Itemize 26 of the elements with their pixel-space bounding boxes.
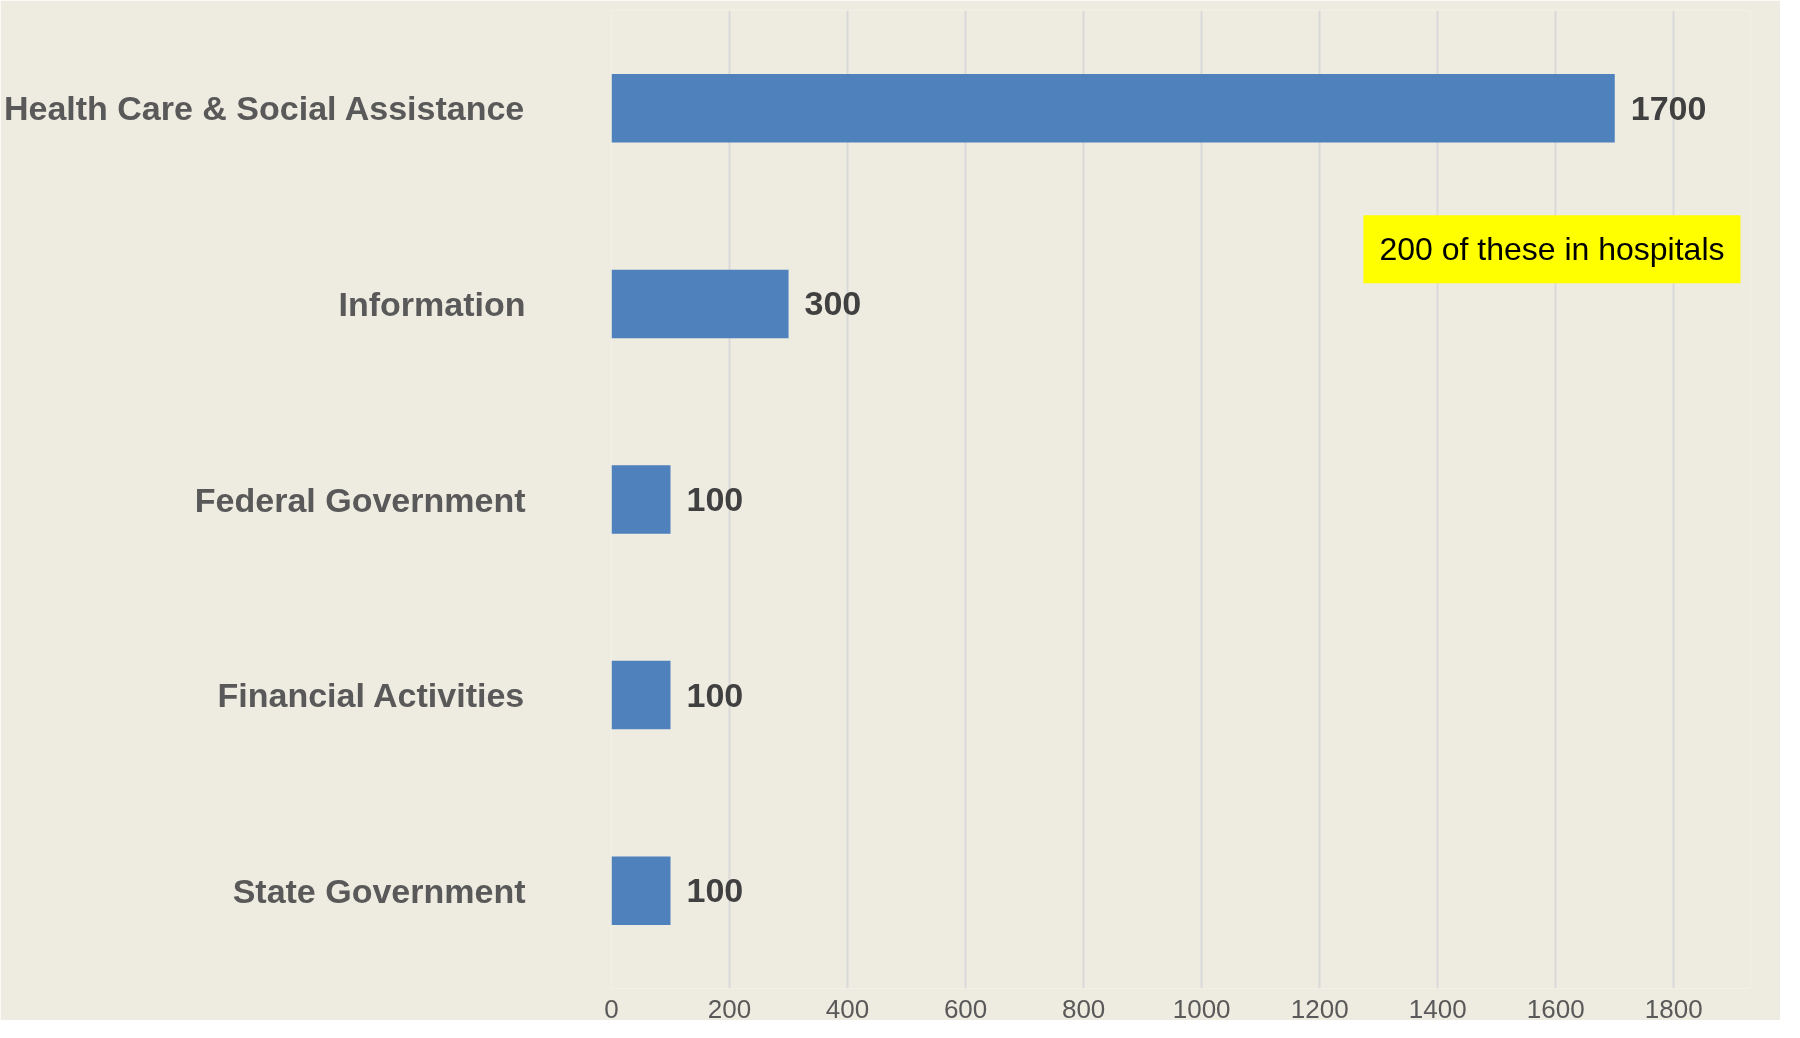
x-tick-label: 0 — [604, 993, 619, 1024]
data-label: 100 — [686, 675, 744, 714]
y-tick-label: Health Care & Social Assistance — [3, 89, 525, 128]
x-tick-label: 600 — [943, 993, 988, 1024]
x-tick-label: 1000 — [1172, 993, 1231, 1024]
bar — [611, 465, 671, 534]
data-label: 1700 — [1630, 88, 1707, 127]
x-tick-label: 1400 — [1408, 993, 1467, 1024]
bar — [611, 269, 789, 339]
y-tick-label: Financial Activities — [217, 676, 525, 715]
bar — [611, 660, 671, 730]
x-tick-label: 1800 — [1644, 993, 1703, 1024]
data-label: 100 — [686, 871, 744, 910]
y-tick-label: Federal Government — [194, 480, 526, 519]
data-label: 300 — [804, 284, 862, 323]
x-tick-label: 1200 — [1290, 993, 1349, 1024]
x-tick-label: 400 — [825, 993, 870, 1024]
annotation: 200 of these in hospitals — [1379, 231, 1725, 268]
x-tick-label: 1600 — [1526, 993, 1585, 1024]
data-label: 100 — [686, 480, 744, 518]
bar — [611, 74, 1615, 143]
y-tick-label: State Government — [232, 871, 526, 910]
x-tick-label: 200 — [707, 993, 752, 1024]
x-tick-label: 800 — [1061, 993, 1106, 1024]
bar — [611, 856, 671, 925]
y-tick-label: Information — [338, 284, 526, 323]
